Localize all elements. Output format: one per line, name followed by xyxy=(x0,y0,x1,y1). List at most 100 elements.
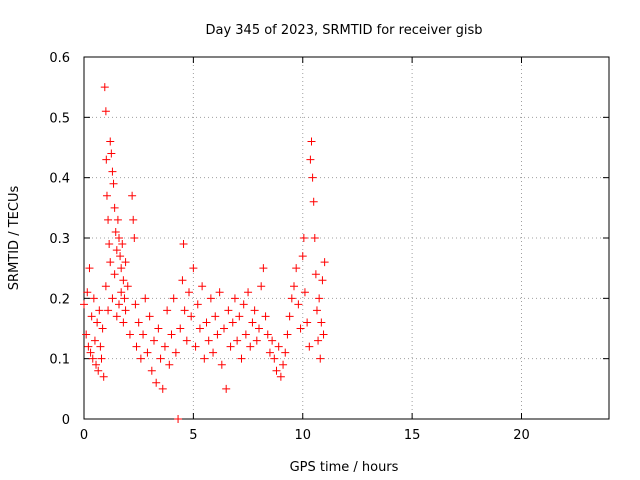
data-point xyxy=(259,264,268,273)
data-point xyxy=(224,306,233,315)
x-axis-label: GPS time / hours xyxy=(290,460,399,475)
data-point xyxy=(160,342,169,351)
data-point xyxy=(180,306,189,315)
data-point xyxy=(118,240,127,249)
data-point xyxy=(263,330,272,339)
data-point xyxy=(132,342,141,351)
data-point xyxy=(102,191,111,200)
data-point xyxy=(320,258,329,267)
data-point xyxy=(312,306,321,315)
data-point xyxy=(87,312,96,321)
data-markers xyxy=(80,83,329,423)
data-point xyxy=(112,246,121,255)
data-point xyxy=(317,318,326,327)
data-point xyxy=(104,215,113,224)
data-point xyxy=(112,312,121,321)
data-point xyxy=(117,264,126,273)
data-point xyxy=(105,240,114,249)
data-point xyxy=(88,354,97,363)
data-point xyxy=(270,354,279,363)
data-point xyxy=(279,360,288,369)
data-point xyxy=(163,306,172,315)
data-point xyxy=(109,179,118,188)
data-point xyxy=(296,324,305,333)
data-point xyxy=(226,342,235,351)
data-point xyxy=(252,336,261,345)
data-point xyxy=(189,264,198,273)
data-point xyxy=(97,354,106,363)
data-point xyxy=(209,348,218,357)
grid-lines xyxy=(84,57,609,419)
data-point xyxy=(274,342,283,351)
data-point xyxy=(239,300,248,309)
data-point xyxy=(272,366,281,375)
data-point xyxy=(108,294,117,303)
data-point xyxy=(93,318,102,327)
data-point xyxy=(276,372,285,381)
data-point xyxy=(158,384,167,393)
data-point xyxy=(174,415,183,423)
data-point xyxy=(154,324,163,333)
data-point xyxy=(261,312,270,321)
data-point xyxy=(319,330,328,339)
data-point xyxy=(90,336,99,345)
data-point xyxy=(195,324,204,333)
data-point xyxy=(115,300,123,309)
data-point xyxy=(152,378,161,387)
data-point xyxy=(178,276,187,285)
data-point xyxy=(204,336,213,345)
data-point xyxy=(169,294,178,303)
data-point xyxy=(213,330,222,339)
y-tick-label: 0.5 xyxy=(49,111,70,126)
data-point xyxy=(265,348,274,357)
data-point xyxy=(143,348,152,357)
data-point xyxy=(165,360,174,369)
axis-ticks xyxy=(83,56,609,420)
data-point xyxy=(228,318,237,327)
data-point xyxy=(294,300,303,309)
tick-labels: 0 5 10 15 20 0 0.1 0.2 0.3 0.4 0.5 0.6 xyxy=(49,51,529,443)
data-point xyxy=(139,330,148,339)
data-point xyxy=(125,330,134,339)
data-point xyxy=(200,354,209,363)
plot-frame xyxy=(83,56,610,420)
y-tick-label: 0.6 xyxy=(49,51,70,66)
data-point xyxy=(104,306,113,315)
data-point xyxy=(314,336,323,345)
data-point xyxy=(94,366,103,375)
data-point xyxy=(119,318,128,327)
data-point xyxy=(106,258,115,267)
data-point xyxy=(233,336,242,345)
data-point xyxy=(98,324,107,333)
data-point xyxy=(115,234,123,242)
x-tick-label: 20 xyxy=(513,428,530,443)
data-point xyxy=(128,191,137,200)
data-point xyxy=(202,318,211,327)
data-point xyxy=(147,366,156,375)
data-point xyxy=(101,282,110,291)
y-tick-label: 0.3 xyxy=(49,232,70,247)
data-point xyxy=(86,348,95,357)
data-point xyxy=(193,300,202,309)
data-point xyxy=(95,306,104,315)
data-point xyxy=(113,215,122,224)
data-point xyxy=(156,354,165,363)
y-axis-label: SRMTID / TECUs xyxy=(7,186,22,291)
chart-title: Day 345 of 2023, SRMTID for receiver gis… xyxy=(205,23,482,38)
data-point xyxy=(257,282,266,291)
data-point xyxy=(179,240,188,249)
data-point xyxy=(292,264,301,273)
data-point xyxy=(80,300,88,309)
x-tick-label: 10 xyxy=(294,428,311,443)
y-tick-label: 0.4 xyxy=(49,172,70,187)
data-point xyxy=(187,312,196,321)
data-point xyxy=(82,330,91,339)
data-point xyxy=(268,336,277,345)
data-point xyxy=(300,288,309,297)
data-point xyxy=(171,348,180,357)
data-point xyxy=(285,312,294,321)
data-point xyxy=(85,264,94,273)
data-point xyxy=(89,294,98,303)
data-point xyxy=(305,342,314,351)
